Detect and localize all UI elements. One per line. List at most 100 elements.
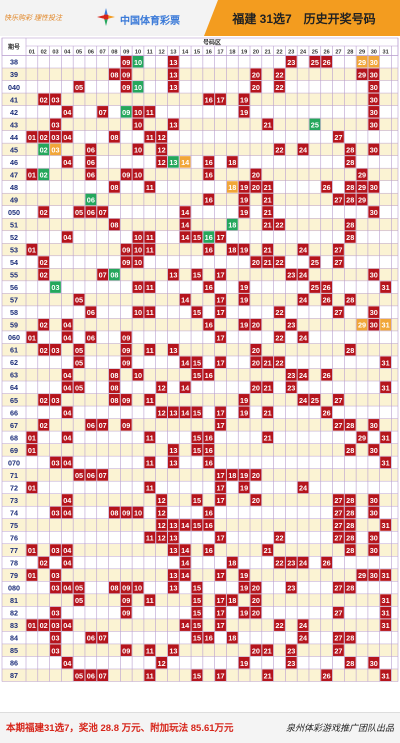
main-ball-cell — [167, 569, 179, 581]
main-ball-cell — [356, 193, 368, 206]
main-ball-cell — [85, 206, 97, 218]
main-ball-cell — [203, 156, 215, 168]
main-ball-number: 04 — [63, 158, 72, 167]
main-ball-number: 15 — [193, 496, 201, 505]
special-ball-number: 25 — [311, 120, 319, 129]
main-ball-number: 22 — [275, 258, 283, 267]
special-ball-cell — [132, 81, 144, 93]
main-ball-number: 21 — [264, 183, 272, 192]
main-ball-cell — [368, 118, 380, 131]
main-ball-cell — [274, 556, 285, 569]
main-ball-cell — [120, 581, 132, 594]
main-ball-cell — [215, 306, 226, 318]
main-ball-cell — [238, 481, 250, 494]
main-ball-number: 19 — [240, 283, 248, 292]
main-ball-cell — [215, 531, 226, 544]
special-ball-number: 02 — [40, 171, 48, 180]
main-ball-number: 03 — [51, 133, 59, 142]
main-ball-cell — [238, 293, 250, 306]
main-ball-number: 01 — [28, 546, 36, 555]
issue-number: 58 — [10, 308, 18, 317]
main-ball-number: 08 — [110, 383, 118, 392]
main-ball-cell — [203, 318, 215, 331]
issue-number: 060 — [8, 333, 20, 342]
main-ball-cell — [120, 594, 132, 606]
main-ball-number: 11 — [146, 108, 154, 117]
main-ball-cell — [262, 406, 274, 419]
main-ball-cell — [26, 619, 38, 631]
main-ball-cell — [120, 168, 132, 181]
issue-number: 63 — [10, 371, 18, 380]
main-ball-number: 15 — [193, 609, 201, 618]
main-ball-cell — [179, 218, 191, 231]
column-header: 06 — [88, 49, 94, 55]
main-ball-cell — [285, 656, 297, 669]
main-ball-cell — [144, 131, 156, 143]
issue-number: 050 — [8, 208, 20, 217]
main-ball-number: 14 — [181, 571, 190, 580]
main-ball-number: 30 — [370, 496, 378, 505]
main-ball-number: 12 — [158, 408, 166, 417]
main-ball-number: 06 — [87, 308, 95, 317]
main-ball-number: 19 — [240, 396, 248, 405]
main-ball-number: 08 — [110, 584, 118, 593]
main-ball-number: 23 — [287, 659, 295, 668]
main-ball-cell — [61, 369, 73, 381]
main-ball-cell — [120, 506, 132, 519]
main-ball-number: 26 — [323, 296, 331, 305]
main-ball-cell — [344, 494, 356, 506]
issue-number: 87 — [10, 671, 18, 680]
row-background — [2, 68, 398, 81]
main-ball-number: 23 — [287, 559, 295, 568]
main-ball-cell — [191, 356, 203, 368]
main-ball-cell — [85, 143, 97, 156]
main-ball-number: 31 — [382, 283, 390, 292]
issue-number: 85 — [10, 646, 18, 655]
main-ball-number: 13 — [169, 571, 177, 580]
main-ball-cell — [73, 594, 85, 606]
main-ball-number: 19 — [240, 108, 248, 117]
main-ball-cell — [321, 406, 333, 419]
main-ball-number: 31 — [382, 521, 390, 530]
main-ball-number: 26 — [323, 371, 331, 380]
main-ball-number: 27 — [334, 258, 342, 267]
main-ball-cell — [309, 281, 321, 293]
main-ball-cell — [203, 369, 215, 381]
main-ball-cell — [38, 556, 50, 569]
main-ball-number: 10 — [134, 258, 142, 267]
main-ball-cell — [344, 156, 356, 168]
main-ball-number: 21 — [264, 258, 272, 267]
main-ball-cell — [238, 243, 250, 256]
issue-number: 54 — [10, 258, 18, 267]
main-ball-number: 27 — [334, 534, 342, 543]
main-ball-number: 19 — [240, 296, 248, 305]
main-ball-number: 15 — [193, 634, 201, 643]
main-ball-number: 03 — [51, 621, 59, 630]
main-ball-number: 13 — [169, 408, 177, 417]
main-ball-cell — [85, 469, 97, 481]
main-ball-number: 12 — [158, 383, 166, 392]
main-ball-cell — [132, 281, 144, 293]
main-ball-number: 12 — [158, 158, 166, 167]
main-ball-cell — [26, 331, 38, 343]
main-ball-cell — [368, 569, 380, 581]
main-ball-cell — [262, 544, 274, 556]
main-ball-cell — [203, 544, 215, 556]
issue-number: 43 — [10, 120, 18, 129]
main-ball-number: 10 — [134, 371, 142, 380]
main-ball-cell — [120, 331, 132, 343]
main-ball-cell — [144, 594, 156, 606]
main-ball-cell — [179, 556, 191, 569]
main-ball-cell — [285, 369, 297, 381]
main-ball-number: 28 — [346, 546, 354, 555]
main-ball-number: 02 — [40, 271, 48, 280]
main-ball-number: 03 — [51, 546, 59, 555]
main-ball-number: 13 — [169, 58, 177, 67]
main-ball-number: 17 — [216, 421, 224, 430]
main-ball-number: 18 — [228, 471, 236, 480]
main-ball-number: 19 — [240, 484, 248, 493]
main-ball-number: 23 — [287, 584, 295, 593]
main-ball-number: 31 — [382, 621, 390, 630]
main-ball-number: 19 — [240, 196, 248, 205]
column-header: 19 — [241, 49, 247, 55]
